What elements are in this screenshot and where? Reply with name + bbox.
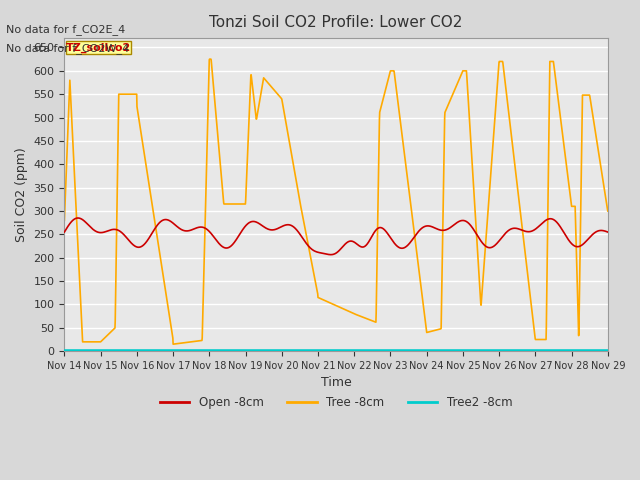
Y-axis label: Soil CO2 (ppm): Soil CO2 (ppm)	[15, 147, 28, 242]
FancyBboxPatch shape	[66, 41, 131, 54]
X-axis label: Time: Time	[321, 376, 351, 389]
Text: No data for f_CO2W_4: No data for f_CO2W_4	[6, 43, 130, 54]
Text: No data for f_CO2E_4: No data for f_CO2E_4	[6, 24, 125, 35]
Text: TZ_soilco2: TZ_soilco2	[66, 43, 131, 53]
Legend: Open -8cm, Tree -8cm, Tree2 -8cm: Open -8cm, Tree -8cm, Tree2 -8cm	[155, 392, 517, 414]
Title: Tonzi Soil CO2 Profile: Lower CO2: Tonzi Soil CO2 Profile: Lower CO2	[209, 15, 463, 30]
